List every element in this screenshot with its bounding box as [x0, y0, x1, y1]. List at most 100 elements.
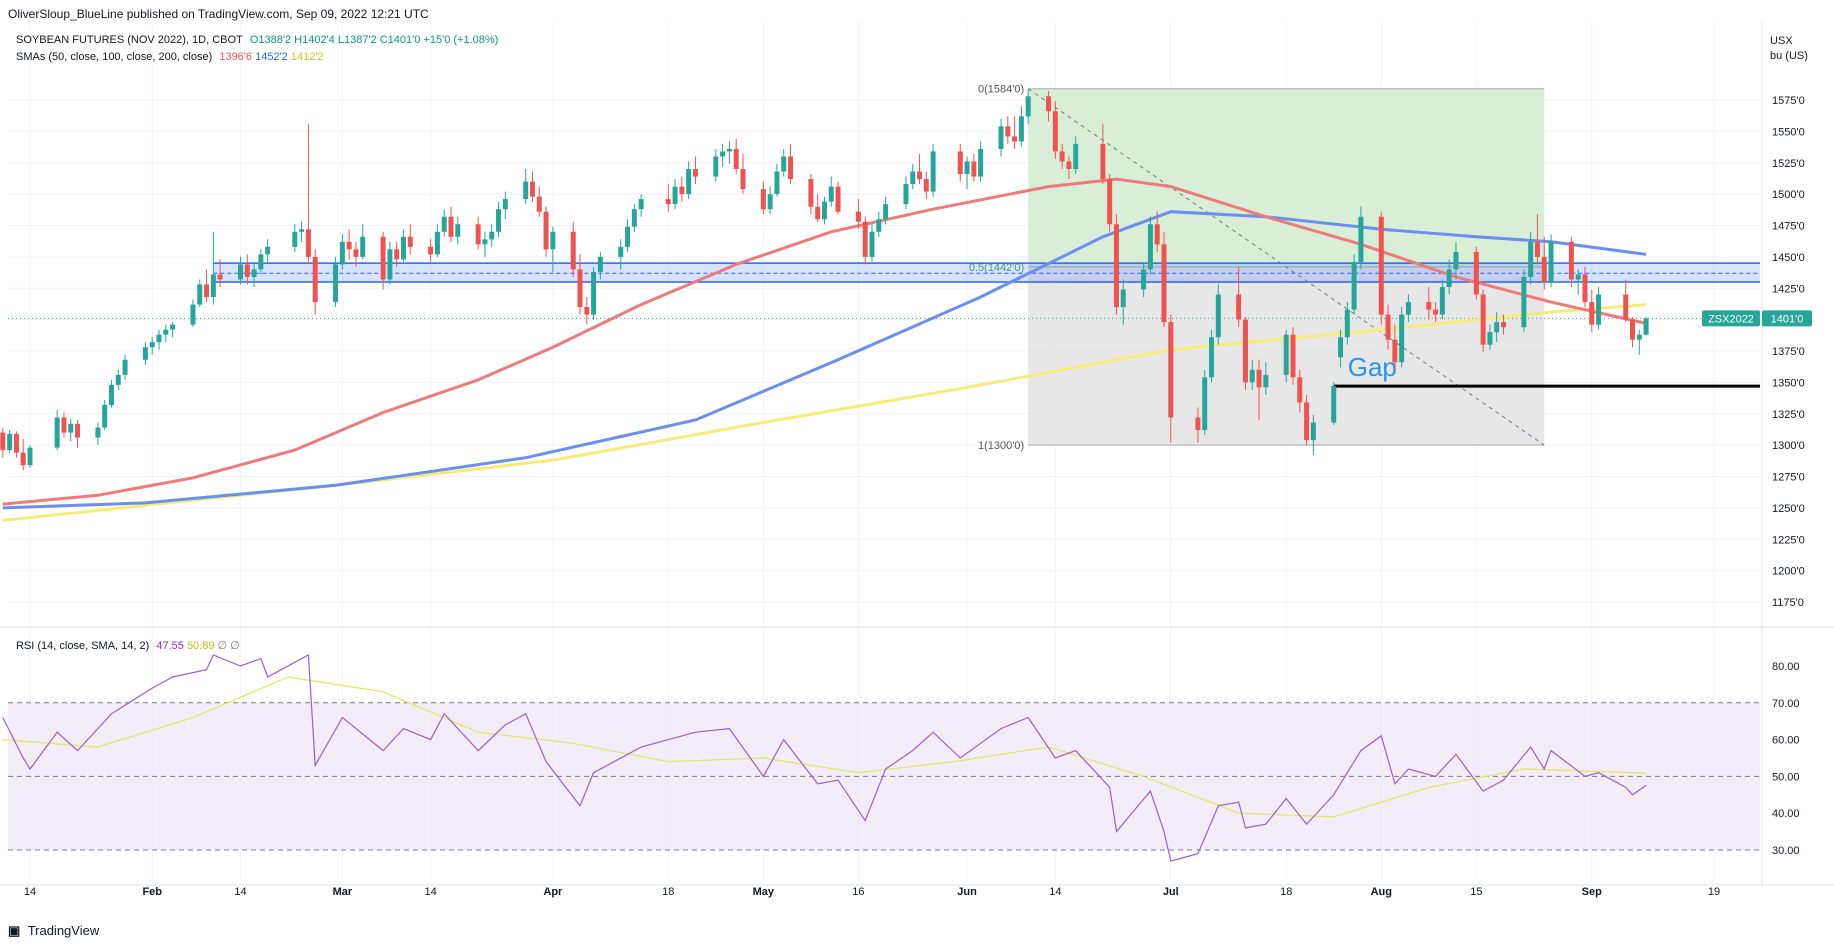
ohlc-change: +15'0 (+1.08%) — [423, 34, 499, 46]
candle-body — [1066, 161, 1072, 170]
candle-body — [353, 249, 359, 257]
rsi-extra: ∅ ∅ — [217, 640, 240, 652]
candle-body — [1107, 179, 1113, 225]
candle-body — [1378, 216, 1384, 315]
candle-body — [1168, 322, 1174, 418]
drawings: 0(1584'0) 0.5(1442'0) 1(1300'0) Gap — [8, 84, 1760, 452]
sma-legend: SMAs (50, close, 100, close, 200, close)… — [16, 51, 324, 63]
candle-body — [543, 211, 549, 250]
candle-body — [27, 447, 33, 466]
candle-body — [448, 216, 454, 237]
candle-body — [54, 417, 60, 448]
price-tick-label: 1250'0 — [1772, 503, 1805, 515]
candle-body — [957, 151, 963, 175]
candle-body — [1331, 386, 1337, 423]
candle-body — [142, 347, 148, 360]
candle-body — [1494, 322, 1500, 333]
symbol-legend: SOYBEAN FUTURES (NOV 2022), 1D, CBOT O13… — [16, 34, 498, 46]
candle-body — [720, 151, 726, 157]
candle-body — [380, 236, 386, 280]
candle-body — [529, 181, 535, 197]
candle-body — [258, 254, 264, 270]
candle-body — [102, 404, 108, 428]
candle-body — [1636, 334, 1642, 340]
candle-body — [1623, 294, 1629, 320]
candle-body — [312, 256, 318, 303]
candle-body — [631, 209, 637, 227]
candle-body — [1528, 241, 1534, 277]
price-tick-label: 1575'0 — [1772, 95, 1805, 107]
candle-body — [1249, 369, 1255, 383]
candle-body — [482, 239, 488, 245]
currency-label: USX bu (US) — [1770, 34, 1808, 64]
candle-body — [536, 196, 542, 212]
candle-body — [591, 271, 597, 315]
candle-body — [713, 156, 719, 177]
date-tick-label: 15 — [1470, 886, 1482, 898]
candle-body — [68, 423, 74, 433]
candle-body — [170, 324, 176, 330]
candle-body — [760, 189, 766, 210]
candle-body — [978, 148, 984, 177]
candle-body — [1480, 294, 1486, 345]
candle-body — [1073, 143, 1079, 170]
candle-body — [679, 186, 685, 195]
candle-body — [13, 433, 19, 453]
rsi-value: 47.55 — [156, 640, 184, 652]
tradingview-logo-icon: ▣ — [8, 923, 21, 938]
candle-body — [1344, 309, 1350, 338]
date-tick-label: 18 — [662, 886, 674, 898]
date-tick-label: 14 — [24, 886, 36, 898]
date-tick-label: 19 — [1708, 886, 1720, 898]
date-tick-label: 14 — [234, 886, 246, 898]
candle-body — [1473, 251, 1479, 295]
candle-body — [1501, 322, 1506, 328]
candle-body — [1310, 422, 1316, 441]
resistance-zone — [213, 263, 1760, 282]
candle-body — [1290, 334, 1296, 378]
sma100-line — [2, 210, 1647, 510]
rsi-ma-line — [2, 676, 1647, 818]
date-tick-label: Feb — [142, 886, 162, 898]
candle-body — [1433, 309, 1439, 315]
candle-body — [305, 229, 311, 257]
candle-body — [570, 231, 576, 270]
candle-body — [400, 236, 406, 260]
tradingview-footer[interactable]: ▣ TradingView — [8, 923, 99, 939]
candle-body — [1025, 96, 1031, 117]
candle-body — [265, 246, 271, 255]
candle-body — [930, 151, 936, 192]
candle-body — [455, 224, 461, 237]
candle-body — [808, 179, 814, 207]
candle-body — [998, 126, 1004, 149]
candle-body — [1209, 337, 1215, 378]
candle-body — [156, 334, 162, 343]
candle-body — [238, 264, 243, 280]
price-tick-label: 1500'0 — [1772, 189, 1805, 201]
candle-body — [204, 284, 210, 298]
candle-body — [122, 359, 128, 375]
candle-body — [692, 169, 698, 177]
fib-level05-label: 0.5(1442'0) — [969, 262, 1024, 274]
candle-body — [1643, 318, 1649, 335]
date-tick-label: Aug — [1371, 886, 1392, 898]
gap-label: Gap — [1348, 352, 1397, 382]
candle-body — [7, 433, 13, 451]
date-tick-label: Jul — [1163, 886, 1179, 898]
candle-body — [1426, 302, 1432, 310]
date-tick-label: May — [753, 886, 775, 898]
candle-body — [1392, 339, 1398, 363]
candle-body — [1521, 276, 1527, 328]
fib-level1-label: 1(1300'0) — [978, 440, 1024, 452]
candle-body — [740, 169, 746, 190]
candle-body — [346, 241, 352, 250]
candle-body — [774, 171, 780, 195]
candle-body — [1236, 294, 1242, 320]
candle-body — [1439, 286, 1445, 315]
candle-body — [1256, 369, 1262, 388]
candle-body — [61, 417, 67, 433]
candle-body — [665, 199, 671, 205]
candle-body — [1202, 377, 1208, 431]
candle-body — [1548, 241, 1554, 282]
